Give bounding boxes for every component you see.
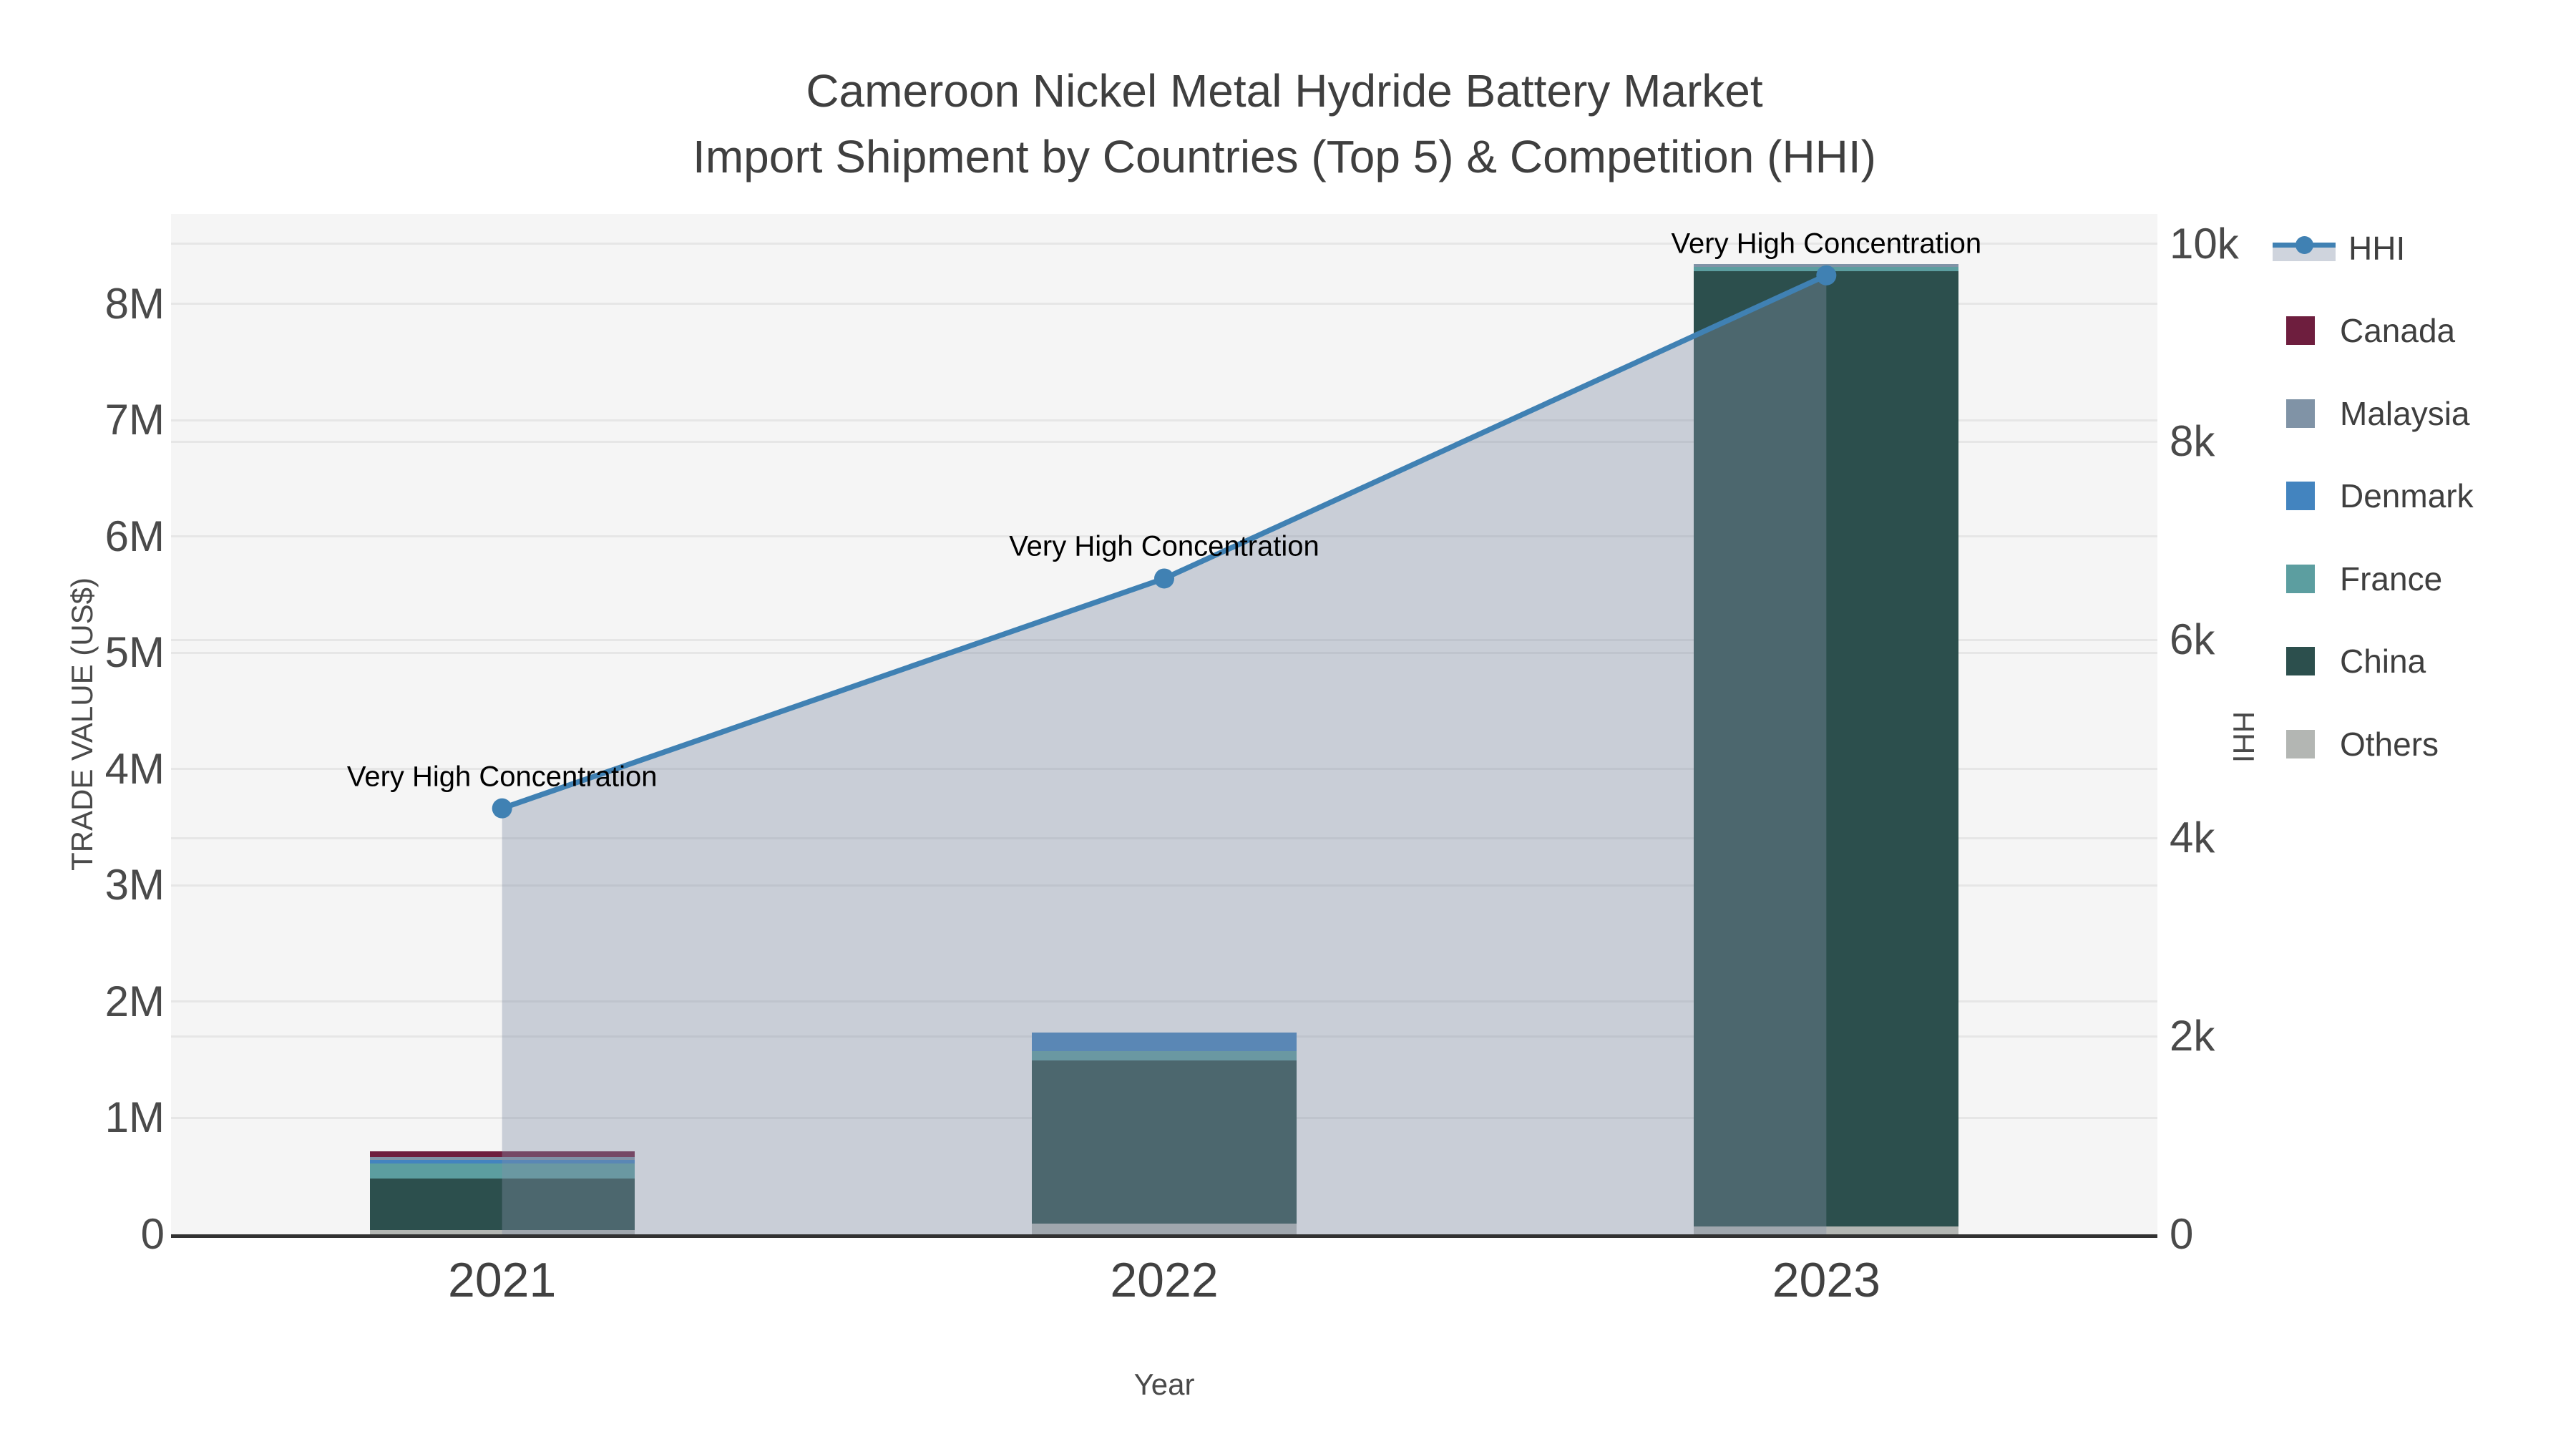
chart-title-line1: Cameroon Nickel Metal Hydride Battery Ma… bbox=[806, 65, 1763, 117]
annotation-2022: Very High Concentration bbox=[1009, 530, 1319, 562]
y-tick-left-2M: 2M bbox=[104, 977, 165, 1025]
bar-2023-malaysia[interactable] bbox=[1694, 264, 1959, 267]
x-tick-2021: 2021 bbox=[448, 1253, 557, 1307]
legend-item-canada[interactable]: Canada bbox=[2273, 290, 2474, 373]
legend-item-hhi[interactable]: HHI bbox=[2273, 207, 2474, 290]
bar-2023-china[interactable] bbox=[1694, 271, 1959, 1226]
gridline-right-10k bbox=[171, 243, 2157, 245]
legend-item-denmark[interactable]: Denmark bbox=[2273, 455, 2474, 538]
y-tick-left-5M: 5M bbox=[104, 628, 165, 677]
legend-label-others: Others bbox=[2340, 725, 2439, 763]
bar-2022-france[interactable] bbox=[1031, 1051, 1297, 1060]
legend-hhi-marker-swatch bbox=[2295, 235, 2313, 254]
gridline-right-4k bbox=[171, 836, 2157, 839]
legend-swatch-denmark bbox=[2286, 482, 2315, 511]
legend-swatch-others bbox=[2286, 729, 2315, 758]
x-axis-title: Year bbox=[1133, 1367, 1195, 1401]
y-tick-right-0: 0 bbox=[2170, 1210, 2194, 1258]
bar-2023-others[interactable] bbox=[1694, 1226, 1959, 1234]
bar-2022-china[interactable] bbox=[1031, 1060, 1297, 1224]
y-tick-right-10k: 10k bbox=[2170, 219, 2239, 268]
annotation-2021: Very High Concentration bbox=[346, 761, 658, 793]
bar-2021-china[interactable] bbox=[369, 1178, 635, 1230]
bar-2021-canada[interactable] bbox=[369, 1151, 635, 1157]
x-tick-2022: 2022 bbox=[1110, 1253, 1219, 1307]
bar-2022-others[interactable] bbox=[1031, 1223, 1297, 1234]
legend: HHI Canada Malaysia Denmark France China Other… bbox=[2273, 207, 2474, 786]
y-tick-left-8M: 8M bbox=[104, 279, 165, 328]
y-tick-left-3M: 3M bbox=[104, 861, 165, 909]
chart-title: Cameroon Nickel Metal Hydride Battery Ma… bbox=[0, 58, 2569, 190]
bar-2021-france[interactable] bbox=[369, 1163, 635, 1179]
y-tick-left-1M: 1M bbox=[104, 1093, 165, 1142]
legend-swatch-canada bbox=[2286, 316, 2315, 346]
gridline-left-3M bbox=[171, 884, 2157, 887]
bar-2021-malaysia[interactable] bbox=[369, 1156, 635, 1160]
y-tick-right-4k: 4k bbox=[2170, 814, 2215, 862]
legend-swatch-france bbox=[2286, 564, 2315, 593]
legend-hhi-line-icon bbox=[2273, 234, 2336, 263]
bar-2023-france[interactable] bbox=[1694, 266, 1959, 272]
y-tick-left-6M: 6M bbox=[104, 512, 165, 560]
annotation-2023: Very High Concentration bbox=[1671, 228, 1982, 260]
legend-item-china[interactable]: China bbox=[2273, 620, 2474, 703]
x-tick-2023: 2023 bbox=[1772, 1253, 1880, 1307]
y-tick-left-4M: 4M bbox=[104, 744, 165, 793]
legend-label-malaysia: Malaysia bbox=[2340, 394, 2470, 432]
legend-label-france: France bbox=[2340, 560, 2443, 597]
legend-label-denmark: Denmark bbox=[2340, 477, 2474, 515]
plot-area: Very High Concentration Very High Concent… bbox=[171, 214, 2157, 1238]
hhi-marker-2022[interactable] bbox=[1154, 568, 1174, 589]
y-tick-right-6k: 6k bbox=[2170, 615, 2215, 664]
hhi-marker-2021[interactable] bbox=[492, 798, 512, 819]
y-axis-left-title: TRADE VALUE (US$) bbox=[65, 577, 99, 871]
y-axis-right-title: HHI bbox=[2227, 711, 2260, 763]
legend-label-hhi: HHI bbox=[2348, 229, 2406, 267]
bar-2022-denmark[interactable] bbox=[1031, 1033, 1297, 1051]
chart-title-line2: Import Shipment by Countries (Top 5) & C… bbox=[693, 131, 1876, 182]
bar-2021-others[interactable] bbox=[369, 1229, 635, 1234]
bar-2021-denmark[interactable] bbox=[369, 1159, 635, 1163]
legend-label-china: China bbox=[2340, 643, 2426, 680]
legend-item-france[interactable]: France bbox=[2273, 537, 2474, 620]
y-tick-right-2k: 2k bbox=[2170, 1012, 2215, 1060]
legend-item-others[interactable]: Others bbox=[2273, 703, 2474, 786]
legend-swatch-china bbox=[2286, 647, 2315, 676]
y-tick-left-0: 0 bbox=[140, 1210, 165, 1258]
y-tick-right-8k: 8k bbox=[2170, 417, 2215, 466]
legend-item-malaysia[interactable]: Malaysia bbox=[2273, 372, 2474, 455]
legend-swatch-malaysia bbox=[2286, 399, 2315, 428]
legend-label-canada: Canada bbox=[2340, 312, 2456, 350]
gridline-left-2M bbox=[171, 1000, 2157, 1003]
y-tick-left-7M: 7M bbox=[104, 396, 165, 444]
